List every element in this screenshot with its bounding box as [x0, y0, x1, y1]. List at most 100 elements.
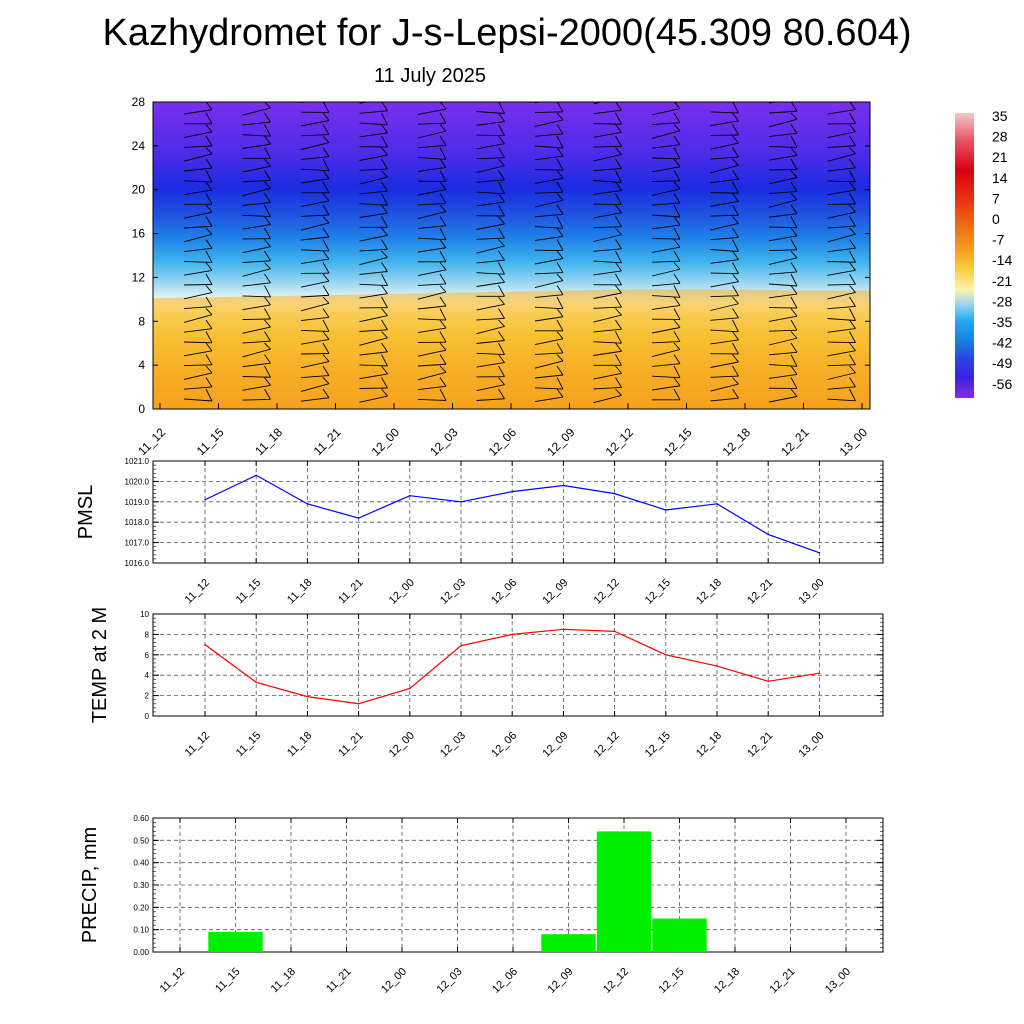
- wind-barb-flag: [673, 296, 681, 306]
- wind-barb: [827, 306, 856, 310]
- wind-barb: [534, 111, 564, 114]
- precip-panel: 0.00 0.10 0.20 0.30 0.40 0.50 0.60 11_12 11_15 11…: [79, 814, 884, 996]
- y-tick-label: 0: [138, 402, 145, 416]
- wind-barb-flag: [673, 204, 681, 218]
- wind-barb-flag: [849, 227, 856, 235]
- wind-barb: [534, 352, 564, 355]
- wind-barb-flag: [498, 331, 505, 341]
- wind-barb-flag: [439, 216, 447, 226]
- wind-barb: [476, 352, 505, 355]
- wind-barb-flag: [322, 193, 330, 202]
- data-point: [511, 490, 513, 493]
- wind-barb-flag: [849, 239, 856, 249]
- wind-barb-flag: [908, 274, 914, 283]
- wind-barb: [593, 350, 622, 356]
- wind-barb-flag: [673, 181, 681, 190]
- wind-barb-flag: [556, 250, 564, 259]
- wind-barb-flag: [673, 239, 681, 248]
- wind-barb: [476, 362, 505, 368]
- wind-barb-flag: [264, 227, 271, 239]
- x-tick-label: 12_06: [489, 730, 519, 760]
- wind-barb-flag: [498, 388, 505, 399]
- wind-barb-flag: [322, 124, 330, 135]
- wind-barb-flag: [673, 170, 681, 182]
- wind-barb-flag: [673, 135, 681, 145]
- x-tick-label: 12_12: [592, 730, 622, 760]
- wind-barb-flag: [732, 204, 739, 216]
- wind-barb-flag: [381, 102, 388, 112]
- data-point: [665, 654, 667, 656]
- wind-barb-flag: [849, 216, 856, 227]
- x-tick-label: 12_15: [643, 730, 673, 760]
- wind-barb-flag: [322, 147, 330, 157]
- wind-barb-flag: [264, 102, 271, 109]
- wind-barb-flag: [615, 365, 622, 374]
- wind-barb-flag: [498, 227, 505, 239]
- y-tick-label: 8: [145, 630, 150, 639]
- wind-barb-flag: [439, 296, 447, 307]
- wind-barb: [827, 247, 856, 253]
- wind-barb-flag: [264, 331, 271, 342]
- wind-barb: [359, 283, 388, 286]
- wind-barb-flag: [322, 365, 330, 376]
- wind-barb-flag: [790, 285, 798, 295]
- wind-barb-flag: [849, 112, 856, 124]
- x-tick-label: 12_12: [592, 577, 622, 607]
- wind-barb-flag: [849, 331, 856, 343]
- wind-barb-flag: [849, 285, 856, 293]
- wind-barb: [827, 131, 856, 139]
- wind-barb: [417, 363, 447, 367]
- wind-barb-flag: [849, 273, 856, 285]
- wind-barb-flag: [381, 342, 388, 353]
- x-tick-label: 13_00: [796, 577, 826, 607]
- wind-barb-flag: [439, 342, 447, 351]
- y-axis-label: TEMP at 2 M: [89, 607, 111, 723]
- wind-barb: [886, 296, 914, 297]
- wind-barb: [300, 142, 330, 151]
- wind-barb: [710, 303, 739, 311]
- wind-barb: [593, 102, 603, 105]
- wind-barb: [827, 364, 856, 367]
- wind-barb-flag: [908, 389, 914, 399]
- wind-barb-flag: [322, 262, 330, 274]
- wind-barb-flag: [498, 170, 505, 181]
- main-title: Kazhydromet for J-s-Lepsi-2000(45.309 80…: [102, 12, 912, 54]
- wind-barb: [242, 224, 271, 230]
- wind-barb: [651, 130, 681, 139]
- wind-barb-flag: [615, 124, 622, 133]
- x-tick-label: 12_00: [387, 730, 417, 760]
- wind-barb: [593, 292, 622, 299]
- wind-barb: [476, 121, 505, 126]
- wind-barb-flag: [322, 112, 330, 121]
- data-point: [306, 503, 309, 505]
- x-tick-label: 11_21: [324, 966, 354, 996]
- wind-barb-flag: [205, 227, 213, 235]
- colorbar-label: -56: [992, 376, 1012, 392]
- wind-barb-flag: [440, 90, 446, 101]
- wind-barb-flag: [381, 319, 388, 330]
- wind-barb-flag: [908, 102, 914, 108]
- wind-barb: [593, 212, 622, 219]
- wind-barb-flag: [908, 355, 914, 364]
- wind-barb-flag: [322, 377, 330, 384]
- wind-barb: [886, 341, 914, 343]
- wind-barb: [593, 260, 622, 264]
- wind-barb: [417, 398, 447, 401]
- wind-barb: [300, 329, 330, 332]
- wind-barb-flag: [732, 193, 739, 202]
- wind-barb: [768, 235, 798, 242]
- y-tick-label: 12: [132, 270, 146, 284]
- wind-barb-flag: [732, 227, 739, 238]
- y-tick-label: 0.00: [133, 948, 149, 957]
- wind-barb-flag: [264, 285, 271, 298]
- wind-barb: [651, 238, 681, 240]
- x-tick-label: 12_21: [745, 577, 775, 607]
- wind-barb-flag: [498, 102, 505, 114]
- wind-barb: [593, 372, 622, 380]
- data-point: [306, 695, 309, 698]
- wind-barb-flag: [439, 250, 447, 263]
- wind-barb-flag: [264, 250, 271, 261]
- wind-barb: [827, 269, 856, 276]
- colorbar-label: 28: [992, 129, 1008, 145]
- data-point: [511, 633, 513, 636]
